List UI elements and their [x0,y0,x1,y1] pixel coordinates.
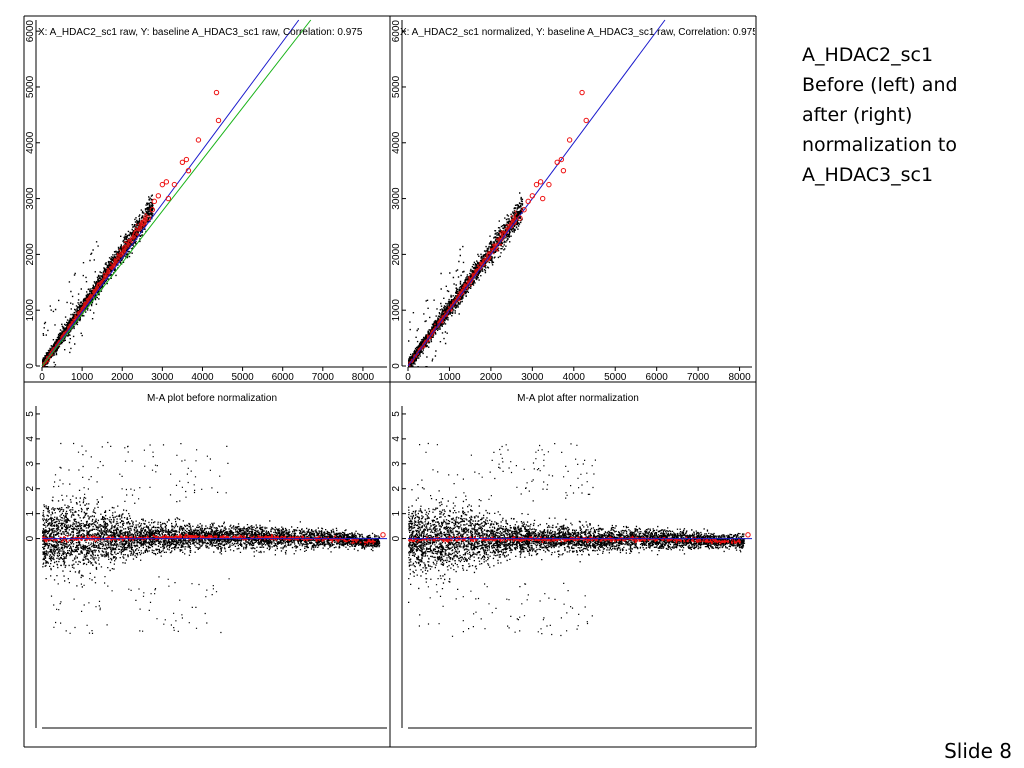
highlight-point [183,156,190,163]
y-tick-label: 0 [391,363,402,369]
x-tick-label: 1000 [71,372,94,383]
highlight-point [195,137,202,143]
y-tick-label: 5000 [25,75,36,98]
highlight-point [566,137,573,143]
panel-3: 0 1 2 3 4 5 M-A plot before normalization [25,393,387,729]
panel-1: 0 1000 2000 3000 4000 5000 6000 7000 8000 0 1000 20… [25,20,387,383]
y-tick-label: 1000 [391,299,402,322]
x-tick-label: 3000 [151,372,174,383]
panel-title: X: A_HDAC2_sc1 normalized, Y: baseline A… [400,27,758,38]
x-tick-label: 1000 [438,372,461,383]
plot-area [42,441,387,634]
y-tick-label: 2000 [391,243,402,266]
slide-number: Slide 8 [944,739,1012,763]
highlight-point [546,181,552,188]
y-tick-label: 0 [391,535,402,541]
y-tick-label: 3000 [25,187,36,210]
highlight-point [745,532,751,538]
highlight-point [579,89,585,96]
y-tick-label: 0 [25,363,36,369]
ma-trend-points [408,535,741,545]
x-tick-label: 6000 [272,372,295,383]
y-tick-label: 2 [391,485,402,491]
highlight-point [159,181,166,188]
dense-point-band [42,213,148,367]
highlight-point [583,117,589,124]
x-tick-label: 2000 [480,372,503,383]
ma-points [42,441,381,634]
highlight-point [525,198,531,205]
ma-trend-points [42,533,376,546]
highlight-point [145,215,152,221]
y-tick-label: 3 [25,461,36,467]
highlight-point [554,159,560,166]
highlight-point [529,193,536,199]
slide-note: A_HDAC2_sc1 Before (left) and after (rig… [802,44,958,186]
dense-point-band [408,210,518,367]
x-tick-label: 8000 [352,372,375,383]
plot-area [41,19,312,368]
x-tick-label: 4000 [563,372,586,383]
highlight-point [155,193,162,199]
highlight-point [215,117,222,124]
y-tick-label: 5 [391,411,402,417]
highlight-point [149,207,156,213]
normalization-figure: 0 1000 2000 3000 4000 5000 6000 7000 80000100020… [0,0,760,768]
y-tick-label: 4000 [391,131,402,154]
highlight-point [380,532,386,538]
plot-area [407,19,666,368]
fit-line-blue [41,19,300,367]
y-tick-label: 3000 [391,187,402,210]
highlight-point [558,156,565,163]
y-tick-label: 1 [391,510,402,516]
highlight-point [165,195,172,202]
x-tick-label: 5000 [604,372,627,383]
y-tick-label: 0 [25,535,36,541]
x-tick-label: 7000 [312,372,335,383]
highlight-point [539,195,546,202]
plot-area [408,442,752,637]
x-tick-label: 0 [39,372,45,383]
y-tick-label: 5 [25,411,36,417]
highlight-point [533,181,540,188]
highlight-point [517,215,523,221]
y-tick-label: 3 [391,461,402,467]
x-tick-label: 6000 [646,372,669,383]
x-tick-label: 5000 [231,372,254,383]
highlight-point [179,159,186,166]
y-tick-label: 6000 [25,20,36,43]
x-tick-label: 2000 [111,372,134,383]
highlight-point [185,167,192,174]
y-tick-label: 2 [25,485,36,491]
highlight-point [163,179,170,185]
x-tick-label: 8000 [728,372,751,383]
panel-title: X: A_HDAC2_sc1 raw, Y: baseline A_HDAC3_… [38,27,363,38]
y-tick-label: 4 [25,436,36,442]
y-tick-label: 5000 [391,75,402,98]
panel-title: M-A plot after normalization [517,393,639,404]
fit-line-blue [407,19,666,367]
highlight-point [171,181,178,188]
scatter-points [408,192,524,368]
y-tick-label: 4 [391,436,402,442]
y-tick-label: 1 [25,510,36,516]
panel-4: 0 1 2 3 4 5 M-A plot after normalization [391,393,752,729]
highlight-point [213,89,220,96]
highlight-point [151,198,158,205]
x-tick-label: 3000 [521,372,544,383]
x-tick-label: 7000 [687,372,710,383]
x-tick-label: 0 [405,372,411,383]
y-tick-label: 2000 [25,243,36,266]
fit-line-green [41,19,312,367]
x-tick-label: 4000 [191,372,214,383]
y-tick-label: 4000 [25,131,36,154]
highlight-point [521,207,527,213]
y-tick-label: 1000 [25,299,36,322]
panel-title: M-A plot before normalization [147,393,277,404]
figure-background [0,0,760,768]
y-tick-label: 6000 [391,20,402,43]
panel-2: 0 1000 2000 3000 4000 5000 6000 7000 8000 0 1000 20… [391,19,758,383]
highlight-point [537,179,544,185]
highlight-point [560,167,567,174]
